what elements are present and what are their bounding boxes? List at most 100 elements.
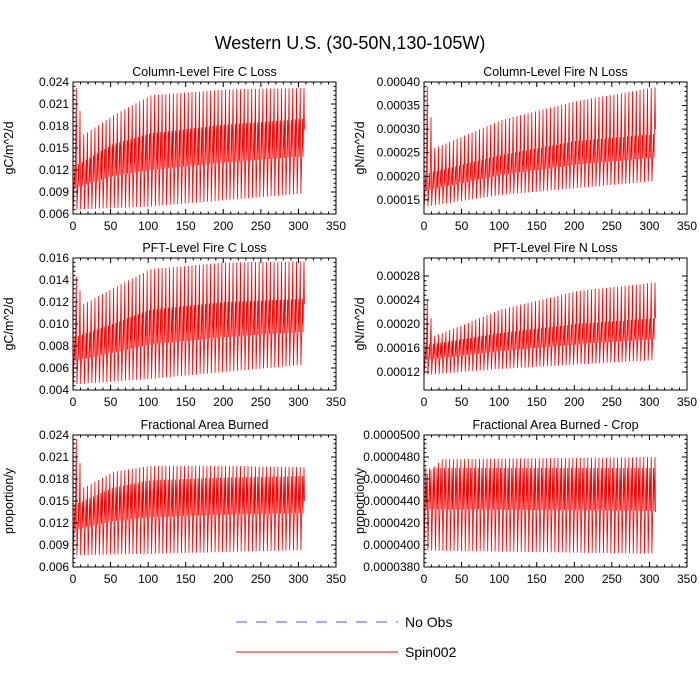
x-tick-label: 150 xyxy=(527,572,547,586)
x-tick-label: 300 xyxy=(288,219,308,233)
x-tick-label: 300 xyxy=(639,219,659,233)
y-tick-label: 0.0000440 xyxy=(363,494,420,508)
y-tick-label: 0.00015 xyxy=(377,193,421,207)
panel-title: Column-Level Fire C Loss xyxy=(132,65,277,79)
panel-3: 0 50 100 150 200 250 300 350 0.004 0.006 0.008 0.01… xyxy=(2,241,346,409)
y-tick-label: 0.018 xyxy=(39,472,69,486)
y-tick-label: 0.00012 xyxy=(377,365,421,379)
y-tick-label: 0.009 xyxy=(39,538,69,552)
x-tick-label: 50 xyxy=(455,395,469,409)
x-tick-label: 350 xyxy=(677,395,697,409)
y-tick-label: 0.00040 xyxy=(377,75,421,89)
chart-title: Western U.S. (30-50N,130-105W) xyxy=(215,33,486,53)
y-tick-label: 0.0000480 xyxy=(363,450,420,464)
y-tick-label: 0.006 xyxy=(39,207,69,221)
y-tick-label: 0.006 xyxy=(39,560,69,574)
x-tick-label: 100 xyxy=(489,572,509,586)
y-axis-label: gN/m^2/d xyxy=(353,297,367,350)
x-tick-label: 250 xyxy=(251,219,271,233)
panel-title: PFT-Level Fire C Loss xyxy=(142,241,266,255)
x-tick-label: 150 xyxy=(527,395,547,409)
y-tick-label: 0.006 xyxy=(39,361,69,375)
y-tick-label: 0.00024 xyxy=(377,293,421,307)
y-tick-label: 0.0000380 xyxy=(363,560,420,574)
x-tick-label: 0 xyxy=(70,395,77,409)
y-tick-label: 0.024 xyxy=(39,75,69,89)
x-tick-label: 0 xyxy=(421,395,428,409)
y-tick-label: 0.018 xyxy=(39,119,69,133)
x-tick-label: 350 xyxy=(326,395,346,409)
y-tick-label: 0.004 xyxy=(39,383,69,397)
y-tick-label: 0.014 xyxy=(39,273,69,287)
y-tick-label: 0.021 xyxy=(39,97,69,111)
x-tick-label: 250 xyxy=(602,395,622,409)
y-tick-label: 0.012 xyxy=(39,295,69,309)
x-tick-label: 200 xyxy=(213,395,233,409)
panel-6: 0 50 100 150 200 250 300 350 0.0000380 0.0000400 0… xyxy=(353,418,697,586)
y-tick-label: 0.021 xyxy=(39,450,69,464)
panel-1: 0 50 100 150 200 250 300 350 0.006 0.009 0.012 0.01… xyxy=(2,65,346,233)
panel-2: 0 50 100 150 200 250 300 350 0.00015 0.00020 0.000… xyxy=(353,65,697,233)
x-tick-label: 50 xyxy=(104,219,118,233)
x-tick-label: 350 xyxy=(326,572,346,586)
panel-4: 0 50 100 150 200 250 300 350 0.00012 0.00016 0.000… xyxy=(353,241,697,409)
y-tick-label: 0.012 xyxy=(39,516,69,530)
x-tick-label: 250 xyxy=(602,572,622,586)
series-line-spin002 xyxy=(73,261,305,385)
panel-5: 0 50 100 150 200 250 300 350 0.006 0.009 0.012 0.01… xyxy=(2,418,346,586)
y-tick-label: 0.010 xyxy=(39,317,69,331)
x-tick-label: 0 xyxy=(421,572,428,586)
x-tick-label: 100 xyxy=(138,395,158,409)
x-tick-label: 150 xyxy=(176,395,196,409)
chart-panels: 0 50 100 150 200 250 300 350 0.006 0.009 0.012 0.01… xyxy=(2,65,697,586)
y-tick-label: 0.00020 xyxy=(377,317,421,331)
x-tick-label: 200 xyxy=(213,219,233,233)
y-tick-label: 0.012 xyxy=(39,163,69,177)
legend-entry-no-obs: No Obs xyxy=(236,614,452,630)
series-line-spin002 xyxy=(424,457,656,554)
y-tick-label: 0.00028 xyxy=(377,269,421,283)
y-axis-label: gN/m^2/d xyxy=(353,121,367,174)
legend-entry-spin002: Spin002 xyxy=(236,644,457,660)
y-tick-label: 0.0000460 xyxy=(363,472,420,486)
x-tick-label: 100 xyxy=(138,572,158,586)
panel-title: PFT-Level Fire N Loss xyxy=(493,241,617,255)
x-tick-label: 350 xyxy=(677,219,697,233)
x-tick-label: 350 xyxy=(677,572,697,586)
y-tick-label: 0.008 xyxy=(39,339,69,353)
series-line-spin002 xyxy=(73,87,305,210)
x-tick-label: 300 xyxy=(639,572,659,586)
x-tick-label: 150 xyxy=(527,219,547,233)
y-tick-label: 0.0000500 xyxy=(363,428,420,442)
y-tick-label: 0.00025 xyxy=(377,146,421,160)
x-tick-label: 150 xyxy=(176,572,196,586)
x-tick-label: 200 xyxy=(564,395,584,409)
x-tick-label: 50 xyxy=(455,219,469,233)
series-line-spin002 xyxy=(73,438,305,556)
y-tick-label: 0.016 xyxy=(39,251,69,265)
x-tick-label: 300 xyxy=(288,572,308,586)
y-tick-label: 0.0000420 xyxy=(363,516,420,530)
legend-label: Spin002 xyxy=(405,644,457,660)
x-tick-label: 150 xyxy=(176,219,196,233)
y-tick-label: 0.00030 xyxy=(377,122,421,136)
y-axis-label: proportion/y xyxy=(353,467,367,534)
x-tick-label: 250 xyxy=(251,572,271,586)
x-tick-label: 200 xyxy=(564,219,584,233)
x-tick-label: 50 xyxy=(104,572,118,586)
x-tick-label: 100 xyxy=(138,219,158,233)
x-tick-label: 250 xyxy=(602,219,622,233)
y-tick-label: 0.015 xyxy=(39,494,69,508)
x-tick-label: 200 xyxy=(564,572,584,586)
series-line-spin002 xyxy=(424,282,656,376)
legend-label: No Obs xyxy=(405,614,452,630)
x-tick-label: 300 xyxy=(639,395,659,409)
y-axis-label: proportion/y xyxy=(2,467,16,534)
x-tick-label: 50 xyxy=(455,572,469,586)
x-tick-label: 0 xyxy=(421,219,428,233)
panel-title: Column-Level Fire N Loss xyxy=(483,65,628,79)
y-axis-label: gC/m^2/d xyxy=(2,121,16,174)
x-tick-label: 300 xyxy=(288,395,308,409)
x-tick-label: 250 xyxy=(251,395,271,409)
